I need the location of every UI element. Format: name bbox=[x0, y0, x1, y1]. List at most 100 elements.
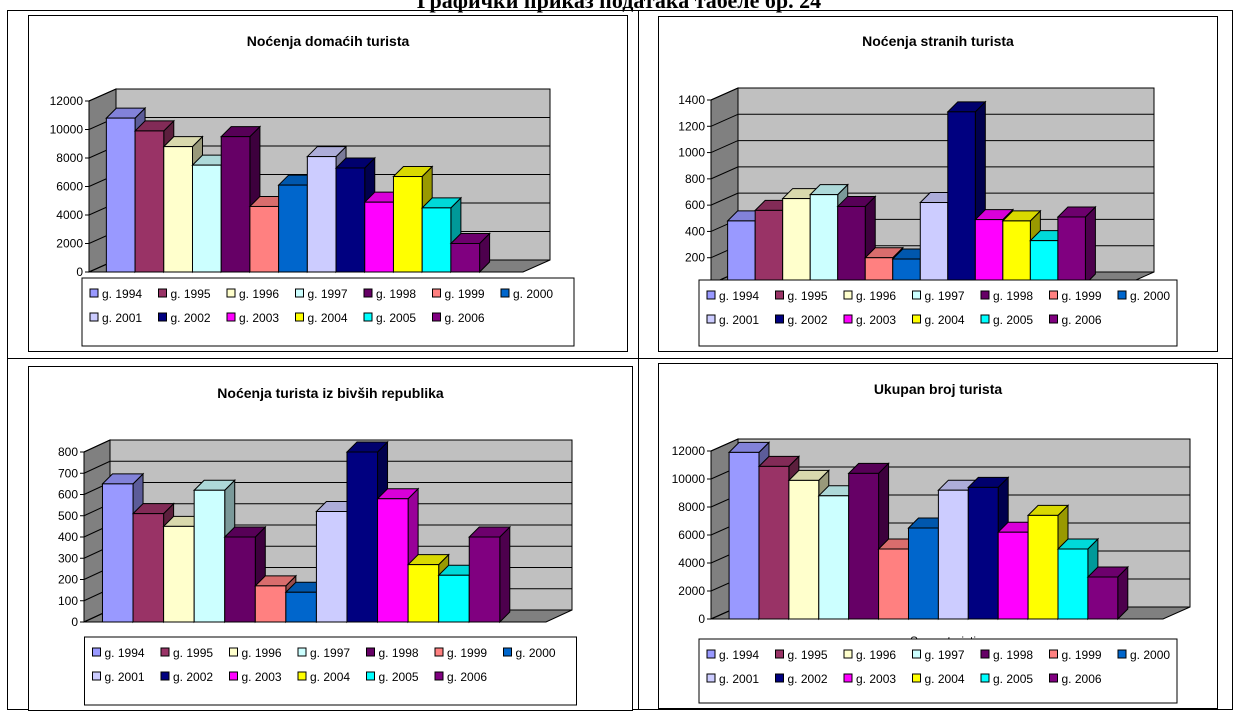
legend-label: g. 2006 bbox=[1062, 672, 1102, 686]
legend-swatch bbox=[432, 312, 441, 322]
bar bbox=[219, 125, 262, 274]
legend-label: g. 2001 bbox=[719, 672, 759, 686]
legend-item: g. 2006 bbox=[432, 311, 485, 325]
bar-front bbox=[758, 465, 790, 620]
legend-item: g. 1994 bbox=[706, 289, 759, 303]
legend-swatch bbox=[89, 312, 99, 322]
bar-front bbox=[788, 479, 820, 620]
legend-label: g. 2000 bbox=[1130, 289, 1170, 303]
legend-label: g. 1996 bbox=[239, 287, 279, 301]
legend-swatch bbox=[843, 314, 853, 324]
legend-label: g. 1997 bbox=[308, 287, 348, 301]
bar-front bbox=[818, 495, 850, 620]
bar-front bbox=[728, 451, 760, 620]
bar-front bbox=[163, 525, 195, 623]
legend-label: g. 1994 bbox=[719, 648, 759, 662]
legend-label: g. 2002 bbox=[788, 313, 828, 327]
y-tick-label: 10000 bbox=[50, 123, 84, 137]
legend-label: g. 2002 bbox=[788, 672, 828, 686]
legend-swatch bbox=[500, 288, 510, 298]
bar-front bbox=[1087, 576, 1119, 620]
legend-swatch bbox=[843, 649, 853, 659]
legend-item: g. 2000 bbox=[503, 646, 556, 660]
y-tick-label: 600 bbox=[685, 198, 705, 212]
gridline-side bbox=[88, 88, 117, 102]
bar-front bbox=[727, 220, 756, 285]
legend-item: g. 1999 bbox=[1049, 648, 1102, 662]
legend-label: g. 1994 bbox=[105, 646, 145, 660]
legend-item: g. 2006 bbox=[434, 670, 487, 684]
y-tick-label: 300 bbox=[58, 551, 78, 565]
legend-item: g. 2005 bbox=[980, 313, 1033, 327]
legend-label: g. 2002 bbox=[171, 311, 211, 325]
bar-front bbox=[878, 548, 909, 620]
y-tick-label: 12000 bbox=[50, 94, 84, 108]
legend-item: g. 2001 bbox=[92, 670, 145, 684]
y-tick-label: 0 bbox=[76, 265, 83, 279]
legend-item: g. 1997 bbox=[912, 289, 965, 303]
y-tick-label: 6000 bbox=[56, 180, 83, 194]
legend-item: g. 2003 bbox=[843, 672, 896, 686]
legend-label: g. 1995 bbox=[171, 287, 211, 301]
bar-front bbox=[285, 591, 317, 623]
legend-label: g. 2004 bbox=[925, 672, 965, 686]
y-tick-label: 10000 bbox=[672, 472, 706, 486]
legend-swatch bbox=[366, 647, 375, 657]
legend-label: g. 2004 bbox=[308, 311, 348, 325]
chart-title: Noćenja turista iz bivših republika bbox=[217, 385, 444, 401]
legend-label: g. 2002 bbox=[173, 670, 213, 684]
legend-item: g. 2003 bbox=[229, 670, 282, 684]
layout-table-vertical-divider bbox=[638, 10, 639, 710]
layout-table-horizontal-divider bbox=[7, 358, 1233, 359]
legend-item: g. 2000 bbox=[1117, 289, 1170, 303]
bar-front bbox=[364, 201, 394, 273]
legend-swatch bbox=[980, 673, 990, 683]
chart-title: Noćenja domaćih turista bbox=[247, 33, 410, 49]
legend-label: g. 2001 bbox=[719, 313, 759, 327]
legend-label: g. 1996 bbox=[856, 648, 896, 662]
chart-total-tourists: Ukupan broj turista 0 2000 4000 6000 8000 1000… bbox=[658, 363, 1218, 709]
legend-item: g. 2003 bbox=[843, 313, 896, 327]
legend-label: g. 2005 bbox=[993, 672, 1033, 686]
bar-front bbox=[421, 207, 452, 273]
legend-item: g. 2005 bbox=[363, 311, 416, 325]
legend-item: g. 1999 bbox=[432, 287, 485, 301]
legend-label: g. 1995 bbox=[173, 646, 213, 660]
y-tick-label: 200 bbox=[685, 251, 705, 265]
legend-swatch bbox=[363, 288, 373, 298]
legend-item: g. 2006 bbox=[1049, 313, 1102, 327]
legend-item: g. 2004 bbox=[295, 311, 348, 325]
bar-front bbox=[782, 198, 811, 285]
legend-label: g. 1996 bbox=[856, 289, 896, 303]
legend-label: g. 1998 bbox=[376, 287, 416, 301]
bar-front bbox=[132, 513, 165, 623]
y-tick-label: 100 bbox=[58, 594, 78, 608]
legend-item: g. 1999 bbox=[434, 646, 487, 660]
bar bbox=[1001, 209, 1042, 286]
legend-swatch bbox=[229, 671, 238, 681]
legend-item: g. 2006 bbox=[1049, 672, 1102, 686]
legend-label: g. 2005 bbox=[376, 311, 416, 325]
bar-front bbox=[193, 489, 226, 623]
legend-swatch bbox=[363, 312, 373, 322]
legend-swatch bbox=[706, 290, 716, 300]
legend-swatch bbox=[775, 290, 784, 300]
legend-swatch bbox=[226, 288, 236, 298]
legend-swatch bbox=[775, 649, 784, 659]
legend-label: g. 2003 bbox=[856, 672, 896, 686]
y-tick-label: 2000 bbox=[678, 584, 705, 598]
legend-label: g. 2006 bbox=[447, 670, 487, 684]
legend-label: g. 1999 bbox=[447, 646, 487, 660]
legend-item: g. 1996 bbox=[843, 648, 896, 662]
legend-swatch bbox=[229, 647, 238, 657]
gridline-side bbox=[710, 192, 739, 206]
chart-foreign-tourists: Noćenja stranih turista02004006008001000… bbox=[658, 16, 1218, 352]
legend-item: g. 2003 bbox=[226, 311, 279, 325]
legend-label: g. 1995 bbox=[788, 289, 828, 303]
bar-front bbox=[1027, 514, 1059, 620]
bar-front bbox=[254, 585, 287, 623]
legend-swatch bbox=[366, 671, 375, 681]
legend-swatch bbox=[89, 288, 99, 298]
legend-item: g. 1997 bbox=[297, 646, 350, 660]
bar-front bbox=[306, 156, 337, 273]
